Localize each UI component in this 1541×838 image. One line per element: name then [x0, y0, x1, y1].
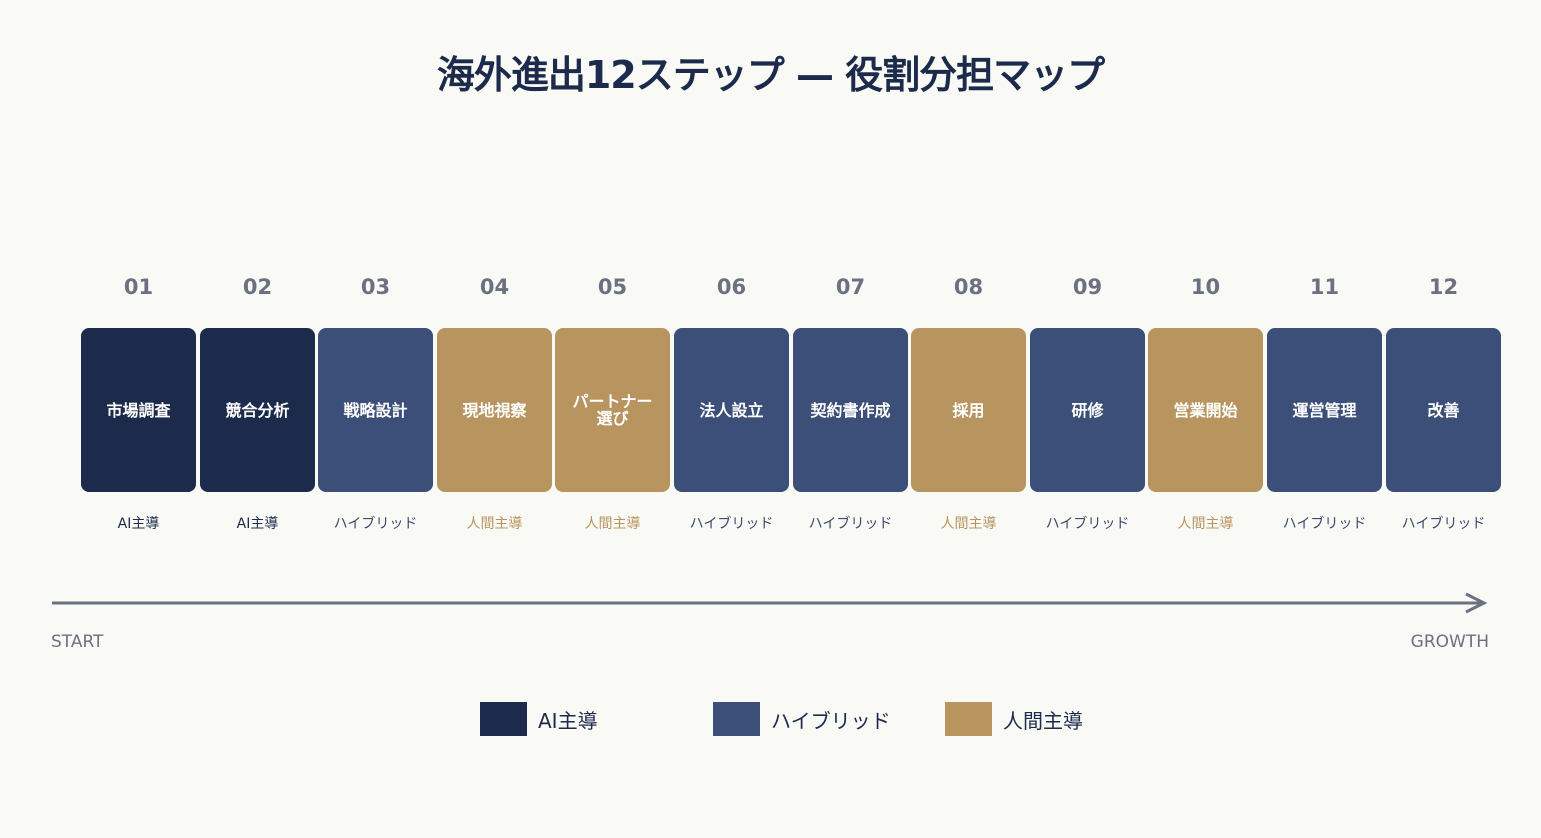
step-04: 04 現地視察人間主導: [437, 275, 552, 535]
step-role: 人間主導: [466, 516, 523, 532]
step-card: 現地視察: [437, 328, 552, 492]
step-label: 法人設立: [699, 400, 764, 420]
step-12: 12 改善ハイブリッド: [1386, 275, 1501, 535]
step-label: 契約書作成: [810, 400, 891, 420]
step-role: ハイブリッド: [1045, 516, 1130, 532]
step-09: 09 研修ハイブリッド: [1030, 275, 1145, 535]
step-number: 08: [953, 275, 984, 299]
legend-label-ai: AI主導: [538, 708, 598, 733]
step-role: ハイブリッド: [689, 516, 774, 532]
step-card: 戦略設計: [318, 328, 433, 492]
step-role: ハイブリッド: [333, 516, 418, 532]
step-card: 営業開始: [1148, 328, 1263, 492]
step-card: 研修: [1030, 328, 1145, 492]
step-08: 08 採用人間主導: [911, 275, 1026, 535]
step-11: 11 運営管理ハイブリッド: [1267, 275, 1382, 535]
step-number: 09: [1072, 275, 1103, 299]
step-02: 02 競合分析 AI主導: [200, 275, 315, 535]
step-label: 競合分析: [225, 400, 290, 420]
step-number: 11: [1309, 275, 1340, 299]
start-label: START: [51, 632, 104, 652]
step-label: 営業開始: [1173, 400, 1238, 420]
step-number: 05: [597, 275, 628, 299]
step-number: 07: [835, 275, 866, 299]
legend-label-hybrid: ハイブリッド: [771, 708, 891, 733]
legend: AI主導 ハイブリッド 人間主導: [0, 702, 1541, 738]
step-role: 人間主導: [1177, 516, 1234, 532]
step-card: 市場調査: [81, 328, 196, 492]
step-01: 01 市場調査 AI主導: [81, 275, 196, 535]
step-card: 採用: [911, 328, 1026, 492]
step-label: 研修: [1071, 400, 1104, 420]
timeline-arrow: [52, 592, 1488, 614]
step-number: 10: [1190, 275, 1221, 299]
step-number: 12: [1428, 275, 1459, 299]
steps-row: 01 市場調査 AI主導 02 競合分析 AI主導 03 戦略設計ハイブリッド 04 現地視察人間…: [81, 275, 1501, 535]
step-number: 04: [479, 275, 510, 299]
legend-item-human: 人間主導: [945, 702, 1083, 736]
step-number: 02: [242, 275, 273, 299]
growth-label: GROWTH: [1410, 632, 1489, 652]
step-card: パートナー 選び: [555, 328, 670, 492]
legend-item-hybrid: ハイブリッド: [713, 702, 891, 736]
step-label: 戦略設計: [343, 400, 408, 420]
step-label: パートナー 選び: [572, 392, 653, 428]
step-03: 03 戦略設計ハイブリッド: [318, 275, 433, 535]
legend-label-human: 人間主導: [1003, 708, 1083, 733]
step-number: 06: [716, 275, 747, 299]
step-role: ハイブリッド: [1282, 516, 1367, 532]
page-title: 海外進出12ステップ — 役割分担マップ: [436, 53, 1105, 97]
step-label: 改善: [1427, 400, 1460, 420]
arrow-head-icon: [1465, 592, 1488, 614]
step-label: 採用: [952, 400, 985, 420]
step-card: 改善: [1386, 328, 1501, 492]
step-role: ハイブリッド: [808, 516, 893, 532]
step-card: 競合分析: [200, 328, 315, 492]
step-role: AI主導: [117, 516, 160, 532]
step-label: 運営管理: [1292, 400, 1357, 420]
step-role: 人間主導: [584, 516, 641, 532]
step-06: 06 法人設立ハイブリッド: [674, 275, 789, 535]
step-number: 03: [360, 275, 391, 299]
step-role: AI主導: [236, 516, 279, 532]
step-label: 現地視察: [462, 400, 527, 420]
step-label: 市場調査: [106, 400, 171, 420]
legend-swatch-human: [945, 702, 992, 736]
legend-item-ai: AI主導: [480, 702, 598, 736]
legend-swatch-ai: [480, 702, 527, 736]
step-number: 01: [123, 275, 154, 299]
step-card: 運営管理: [1267, 328, 1382, 492]
legend-swatch-hybrid: [713, 702, 760, 736]
step-card: 契約書作成: [793, 328, 908, 492]
step-10: 10 営業開始人間主導: [1148, 275, 1263, 535]
step-role: 人間主導: [940, 516, 997, 532]
step-card: 法人設立: [674, 328, 789, 492]
step-role: ハイブリッド: [1401, 516, 1486, 532]
step-07: 07 契約書作成ハイブリッド: [793, 275, 908, 535]
step-05: 05 パートナー 選び人間主導: [555, 275, 670, 535]
